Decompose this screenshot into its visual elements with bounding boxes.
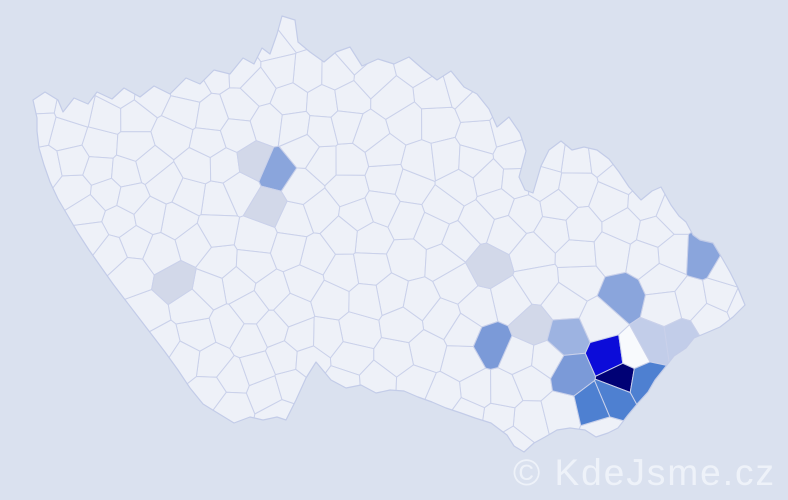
district-cell-highlighted <box>663 317 745 450</box>
district-cell <box>454 16 604 123</box>
district-cell <box>560 59 593 174</box>
district-cell <box>228 290 270 325</box>
district-cell <box>512 263 560 306</box>
district-cell-highlighted <box>151 260 197 306</box>
district-cell <box>116 131 156 162</box>
district-cell <box>376 397 485 452</box>
district-cell <box>388 16 495 89</box>
district-cell <box>230 16 358 54</box>
district-cell <box>116 182 151 215</box>
country-outline <box>32 15 746 453</box>
district-cell <box>655 16 745 235</box>
district-cell <box>348 283 383 321</box>
district-cell <box>33 234 128 341</box>
district-cell <box>33 289 172 430</box>
district-cell <box>33 221 110 381</box>
district-cell <box>33 319 181 452</box>
district-cell <box>33 144 63 267</box>
district-cell <box>392 364 437 452</box>
district-cell <box>458 144 494 179</box>
district-cell <box>489 16 589 148</box>
district-cell <box>706 123 745 288</box>
district-cell-highlighted <box>465 242 515 290</box>
district-cell-highlighted <box>573 380 611 427</box>
district-cell-highlighted <box>236 140 275 182</box>
district-cell-highlighted <box>258 145 298 192</box>
district-cell <box>53 32 96 128</box>
district-cell-highlighted <box>472 321 513 370</box>
district-cell <box>113 340 201 442</box>
district-cell <box>319 215 358 255</box>
district-cell <box>576 16 745 178</box>
district-cell-highlighted <box>242 185 288 228</box>
district-cell <box>475 188 515 220</box>
district-cell <box>330 110 364 145</box>
district-cell <box>413 211 450 250</box>
district-cell <box>596 48 745 196</box>
district-cell <box>690 302 745 452</box>
district-cell <box>364 190 401 228</box>
district-cell <box>278 134 320 169</box>
district-cell <box>196 214 241 248</box>
district-cell <box>56 144 90 177</box>
district-cell <box>422 425 567 452</box>
district-cell <box>235 249 278 284</box>
district-cell-highlighted <box>507 303 554 346</box>
district-cell <box>64 16 146 109</box>
district-cell <box>239 350 276 387</box>
district-cell-highlighted <box>596 271 646 325</box>
district-cell <box>627 140 687 222</box>
district-cell <box>402 276 441 322</box>
district-cell <box>284 316 315 352</box>
district-cell <box>441 16 599 110</box>
district-cell <box>378 306 425 344</box>
district-cell <box>33 16 72 118</box>
district-cell <box>559 416 745 452</box>
district-cell <box>133 16 172 119</box>
district-cell-highlighted <box>686 174 745 281</box>
district-cell <box>124 391 256 452</box>
district-cell <box>358 359 398 452</box>
